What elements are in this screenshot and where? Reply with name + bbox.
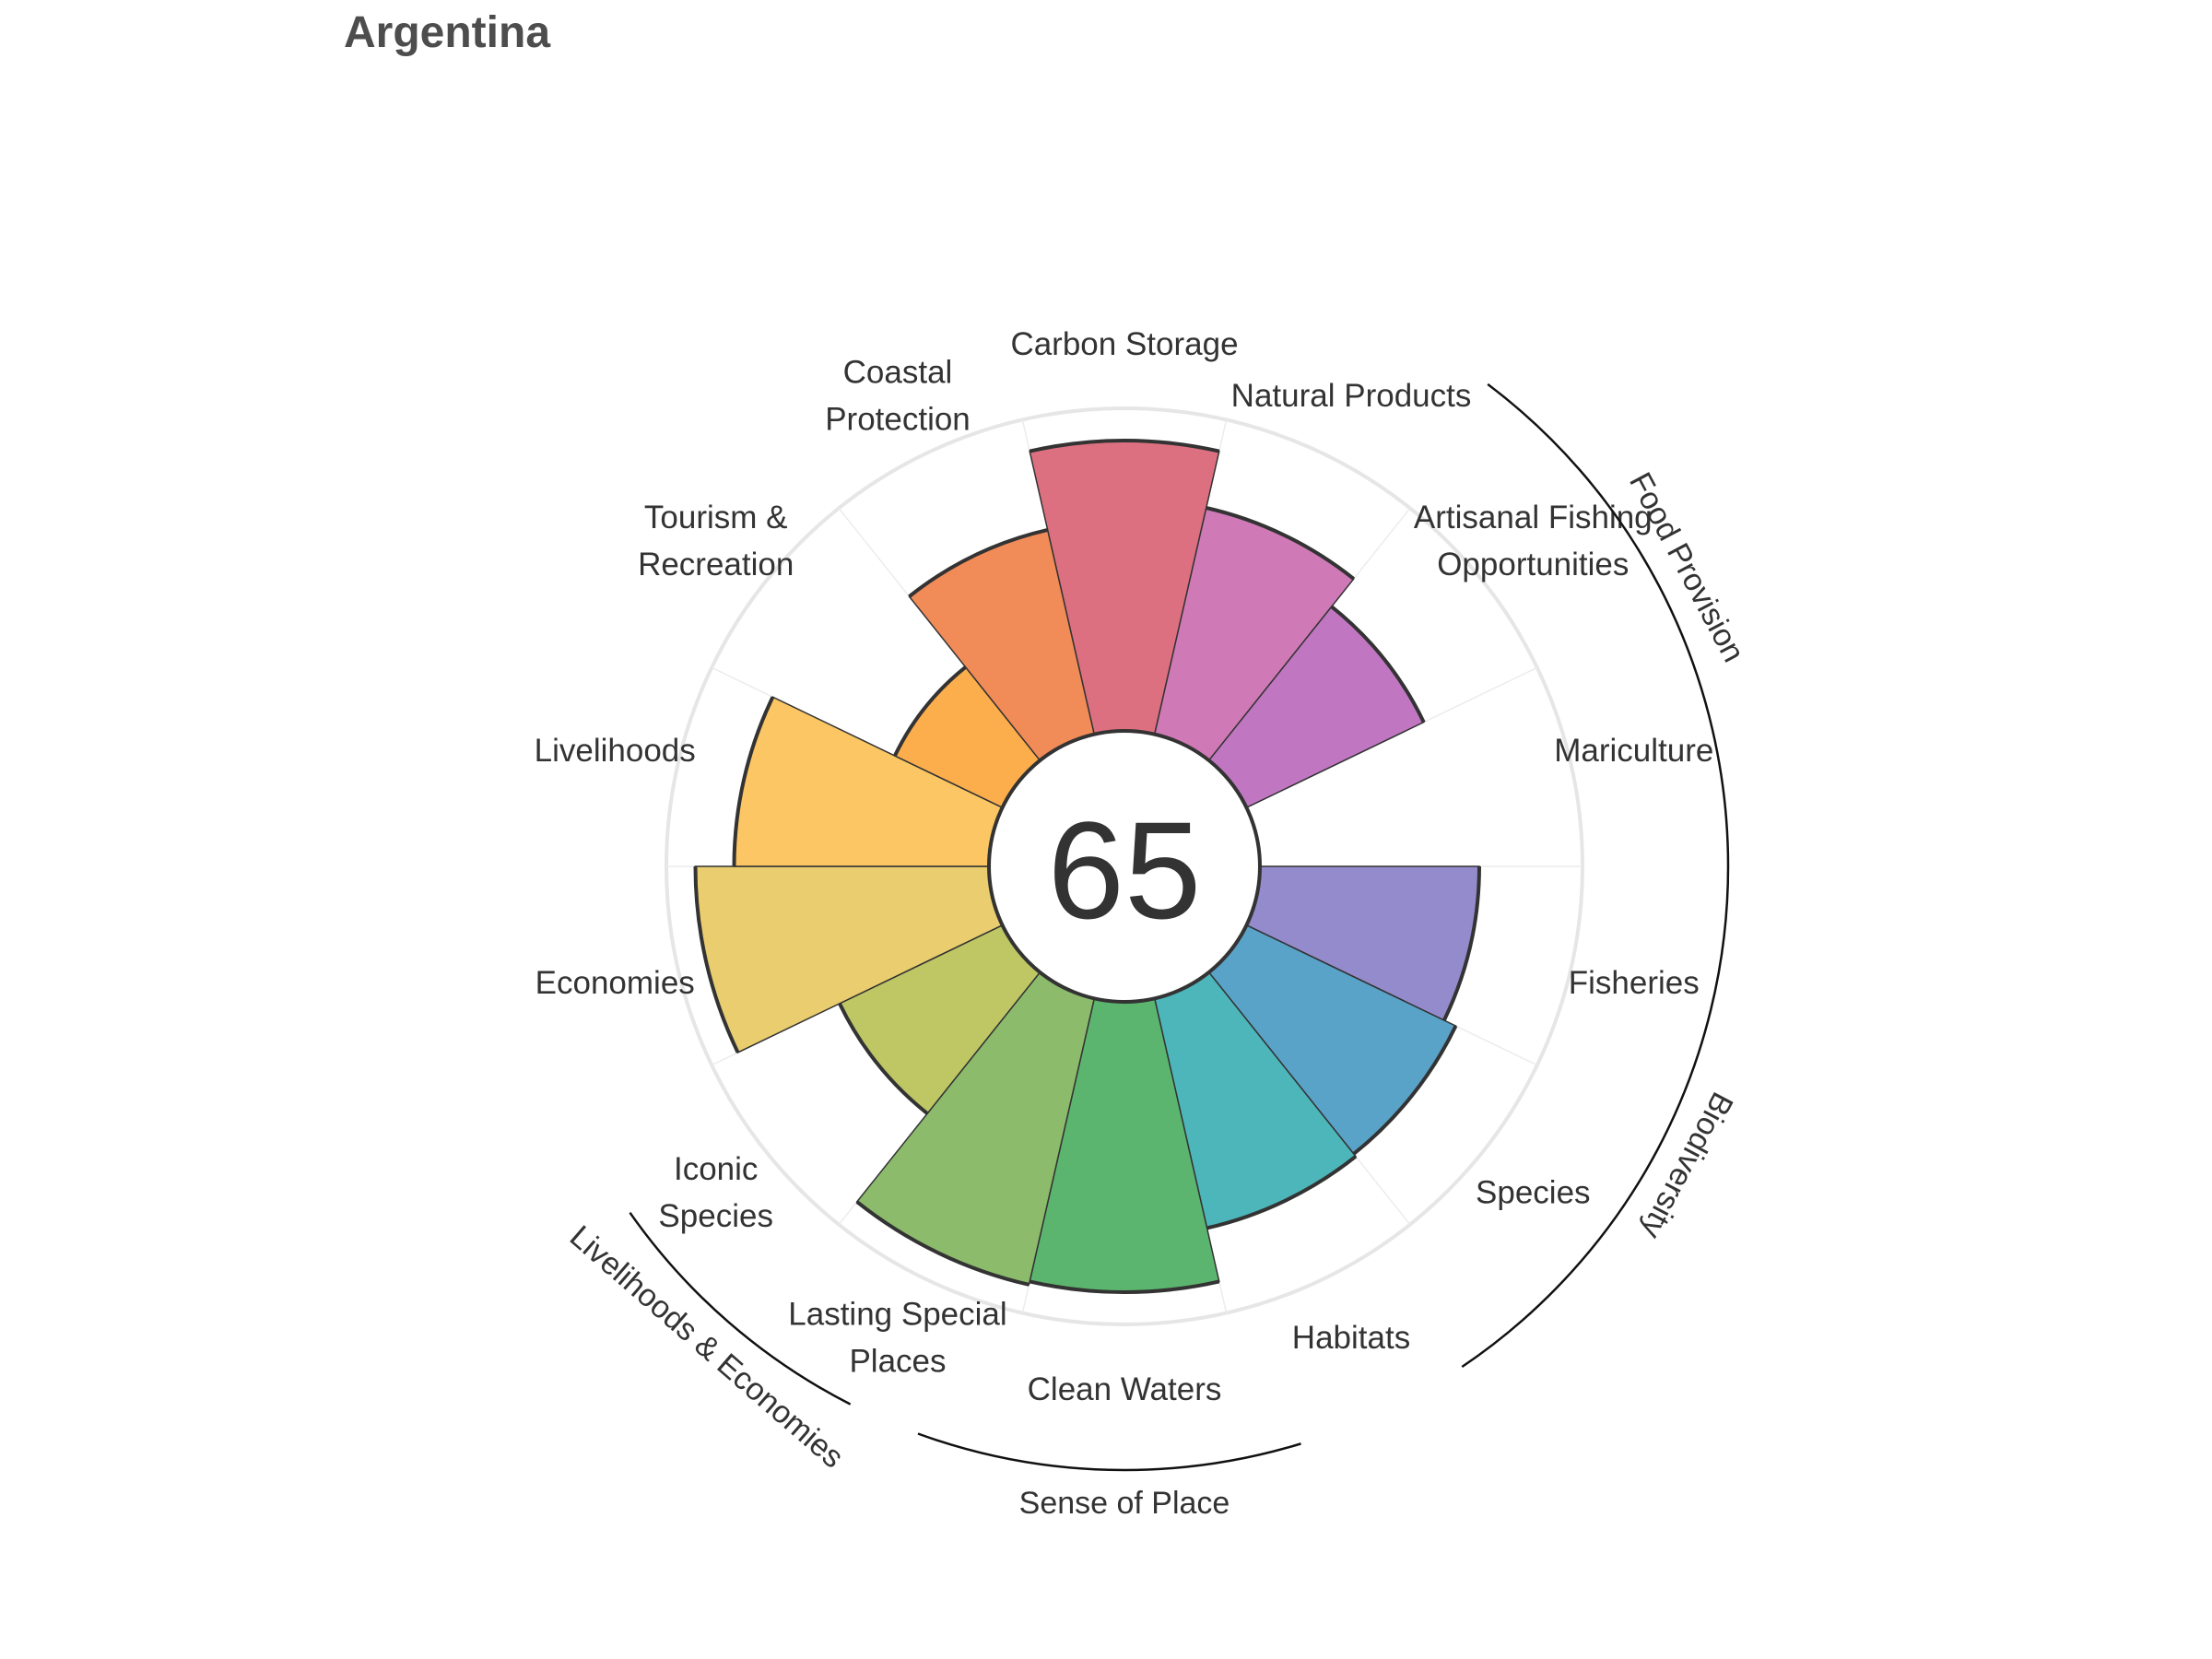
group-livelihoods-and-economies-arc — [629, 1211, 852, 1406]
group-food-provision-arc — [1487, 382, 1730, 867]
petal-species-edge — [1352, 1025, 1458, 1156]
label-line: Economies — [535, 965, 695, 1001]
petal-economies-edge — [693, 865, 740, 1053]
petal-artisanal-fishing-opportunities-edge — [1330, 605, 1426, 724]
group-sense-of-place-label: Sense of Place — [1019, 1486, 1230, 1521]
label-lasting-special-places: Lasting Special Places — [788, 1296, 1006, 1379]
label-line: Carbon Storage — [1010, 326, 1238, 362]
petal-tourism-and-recreation-edge — [893, 665, 967, 757]
label-line: Places — [849, 1343, 946, 1379]
label-livelihoods: Livelihoods — [535, 732, 696, 768]
center-score: 65 — [1048, 793, 1202, 947]
label-line: Fisheries — [1569, 965, 1700, 1001]
petal-natural-products-edge — [1206, 506, 1356, 581]
label-line: Lasting Special — [788, 1296, 1006, 1332]
label-coastal-protection: Coastal Protection — [825, 354, 971, 437]
petal-carbon-storage-edge — [1029, 439, 1220, 453]
petal-lasting-special-places-edge — [855, 1200, 1030, 1287]
group-livelihoods-and-economies-label: Livelihoods & Economies — [563, 1219, 851, 1476]
label-line: Coastal — [843, 354, 953, 390]
label-carbon-storage: Carbon Storage — [1010, 326, 1238, 362]
label-mariculture: Mariculture — [1554, 732, 1713, 768]
petal-iconic-species-edge — [838, 1002, 929, 1115]
page-title: Argentina — [344, 8, 551, 57]
label-line: Protection — [825, 401, 971, 437]
label-natural-products: Natural Products — [1231, 378, 1472, 414]
label-line: Species — [1476, 1174, 1591, 1210]
group-food-provision-label: Food Provision — [1622, 467, 1751, 668]
label-line: Natural Products — [1231, 378, 1472, 414]
label-artisanal-fishing-opportunities: Artisanal Fishing Opportunities — [1414, 499, 1653, 582]
label-line: Mariculture — [1554, 732, 1713, 768]
label-fisheries: Fisheries — [1569, 965, 1700, 1001]
group-biodiversity-arc — [1461, 865, 1730, 1369]
petal-clean-waters-edge — [1029, 1279, 1220, 1295]
label-line: Livelihoods — [535, 732, 696, 768]
label-species: Species — [1476, 1174, 1591, 1210]
label-line: Clean Waters — [1028, 1371, 1222, 1407]
label-line: Recreation — [638, 546, 794, 582]
center-circle — [987, 729, 1262, 1004]
label-clean-waters: Clean Waters — [1028, 1371, 1222, 1407]
label-line: Opportunities — [1437, 546, 1629, 582]
label-iconic-species: Iconic Species — [658, 1151, 773, 1234]
group-sense-of-place-arc — [917, 1432, 1301, 1472]
center-hole: 65 — [987, 729, 1262, 1004]
label-economies: Economies — [535, 965, 695, 1001]
label-line: Species — [658, 1198, 773, 1234]
label-line: Artisanal Fishing — [1414, 499, 1653, 535]
petal-habitats-edge — [1206, 1155, 1358, 1230]
label-line: Tourism & — [644, 499, 788, 535]
petal-livelihoods-edge — [732, 696, 775, 867]
label-line: Iconic — [674, 1151, 758, 1187]
label-line: Habitats — [1292, 1319, 1410, 1355]
label-habitats: Habitats — [1292, 1319, 1410, 1355]
goal-labels: Fisheries Species Habitats Clean Waters Last… — [535, 326, 1714, 1407]
label-tourism-and-recreation: Tourism & Recreation — [638, 499, 794, 582]
petal-fisheries-edge — [1442, 865, 1481, 1021]
petals — [693, 439, 1481, 1295]
petal-coastal-protection-edge — [908, 527, 1049, 598]
